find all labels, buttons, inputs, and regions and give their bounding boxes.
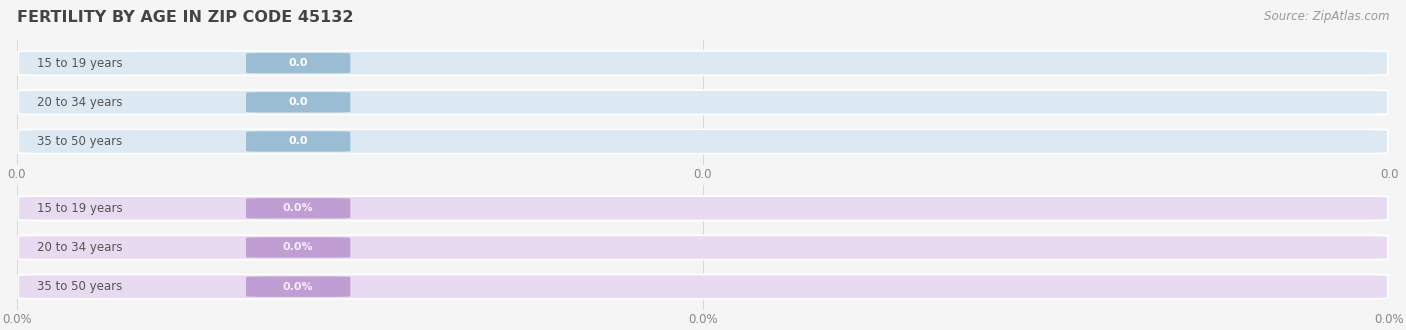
FancyBboxPatch shape: [18, 235, 1388, 260]
FancyBboxPatch shape: [246, 237, 350, 258]
FancyBboxPatch shape: [18, 275, 1388, 299]
Text: 0.0%: 0.0%: [283, 243, 314, 252]
Text: 15 to 19 years: 15 to 19 years: [38, 57, 124, 70]
Text: 35 to 50 years: 35 to 50 years: [38, 280, 122, 293]
FancyBboxPatch shape: [18, 90, 1388, 115]
FancyBboxPatch shape: [18, 196, 1388, 220]
Text: 15 to 19 years: 15 to 19 years: [38, 202, 124, 215]
FancyBboxPatch shape: [246, 53, 350, 73]
Text: FERTILITY BY AGE IN ZIP CODE 45132: FERTILITY BY AGE IN ZIP CODE 45132: [17, 10, 353, 25]
Text: 20 to 34 years: 20 to 34 years: [38, 241, 122, 254]
Text: 35 to 50 years: 35 to 50 years: [38, 135, 122, 148]
FancyBboxPatch shape: [246, 277, 350, 297]
FancyBboxPatch shape: [246, 198, 350, 218]
Text: 0.0: 0.0: [288, 137, 308, 147]
Text: 20 to 34 years: 20 to 34 years: [38, 96, 122, 109]
FancyBboxPatch shape: [18, 51, 1388, 75]
Text: 0.0%: 0.0%: [283, 203, 314, 213]
Text: 0.0: 0.0: [288, 97, 308, 107]
FancyBboxPatch shape: [246, 131, 350, 152]
Text: Source: ZipAtlas.com: Source: ZipAtlas.com: [1264, 10, 1389, 23]
Text: 0.0%: 0.0%: [283, 282, 314, 292]
FancyBboxPatch shape: [246, 92, 350, 113]
Text: 0.0: 0.0: [288, 58, 308, 68]
FancyBboxPatch shape: [18, 129, 1388, 154]
